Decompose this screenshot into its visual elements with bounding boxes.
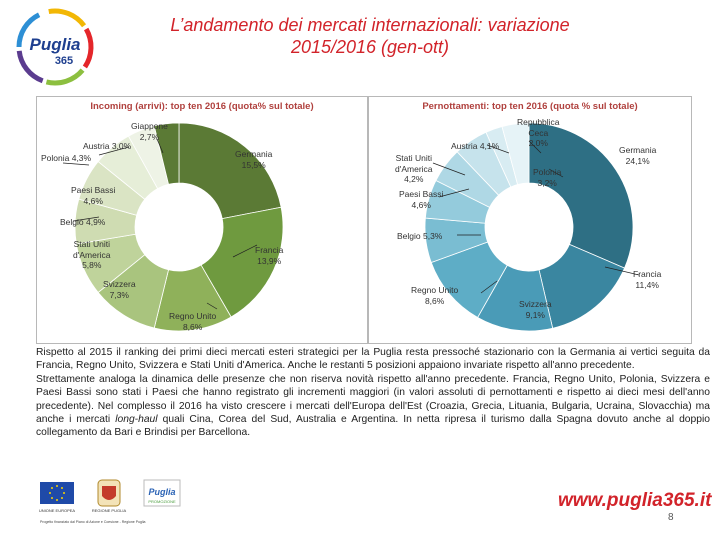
footer-fine-print: Progetto finanziato dal Piano di Azione … xyxy=(40,520,146,524)
slice-germania xyxy=(528,122,634,269)
page-title: L’andamento dei mercati internazionali: … xyxy=(120,14,620,58)
svg-text:REGIONE PUGLIA: REGIONE PUGLIA xyxy=(92,508,127,513)
leader-line xyxy=(98,146,130,156)
label-belgio: Belgio 4,9% xyxy=(60,217,106,227)
leader-line xyxy=(486,144,510,154)
label-stati-uniti: Stati Uniti d'America 5,8% xyxy=(73,239,111,270)
pernottamenti-chart-title: Pernottamenti: top ten 2016 (quota % sul… xyxy=(422,101,638,112)
label-r-paesi-bassi: Paesi Bassi 4,6% xyxy=(399,189,444,210)
label-r-belgio: Belgio 5,3% xyxy=(397,231,443,241)
label-giappone: Giappone 2,7% xyxy=(131,121,168,142)
leader-line xyxy=(548,168,564,178)
title-line-2: 2015/2016 (gen-ott) xyxy=(290,37,450,57)
title-line-1: L’andamento dei mercati internazionali: … xyxy=(170,15,570,35)
logo-text: Puglia xyxy=(29,35,80,54)
label-r-francia: Francia 11,4% xyxy=(633,269,662,290)
label-r-germania: Germania 24,1% xyxy=(619,145,657,166)
slice-giappone xyxy=(153,122,180,185)
leader-line xyxy=(206,302,218,310)
slice-germania xyxy=(178,122,282,220)
leader-line xyxy=(156,138,164,154)
incoming-donut-chart xyxy=(62,122,284,332)
label-austria: Austria 3,0% xyxy=(83,141,132,151)
paragraph-1: Rispetto al 2015 il ranking dei primi di… xyxy=(36,347,710,372)
label-regno-unito: Regno Unito 8,6% xyxy=(169,311,217,332)
label-r-polonia: Polonia 3,2% xyxy=(533,167,562,188)
svg-text:UNIONE EUROPEA: UNIONE EUROPEA xyxy=(39,508,76,513)
leader-line xyxy=(438,188,470,198)
label-r-stati-uniti: Stati Uniti d'America 4,2% xyxy=(395,153,433,184)
label-r-austria: Austria 4,1% xyxy=(451,141,500,151)
paragraph-2: Strettamente analoga la dinamica delle p… xyxy=(36,373,710,439)
puglia365-logo: Puglia 365 xyxy=(16,8,94,86)
label-r-svizzera: Svizzera 9,1% xyxy=(519,299,552,320)
label-r-rep-ceca: Repubblica Ceca 2,0% xyxy=(517,117,560,148)
leader-line xyxy=(480,280,498,294)
logo-number: 365 xyxy=(55,55,73,67)
slice-francia xyxy=(200,206,284,318)
leader-line xyxy=(232,244,258,258)
label-germania: Germania 15,5% xyxy=(235,149,273,170)
leader-line xyxy=(72,216,100,222)
page-number: 8 xyxy=(668,512,674,523)
eu-flag-icon xyxy=(40,482,74,504)
puglia-promozione-logo xyxy=(143,479,181,507)
leader-line xyxy=(528,140,542,154)
label-paesi-bassi: Paesi Bassi 4,6% xyxy=(71,185,116,206)
slice-polonia xyxy=(501,122,530,185)
partner-logos: UNIONE EUROPEA REGIONE PUGLIA Puglia PRO… xyxy=(39,479,181,513)
label-francia: Francia 13,9% xyxy=(255,245,284,266)
leader-line xyxy=(432,162,466,176)
leader-line xyxy=(62,162,90,166)
svg-text:PROMOZIONE: PROMOZIONE xyxy=(148,499,176,504)
incoming-chart-title: Incoming (arrivi): top ten 2016 (quota% … xyxy=(90,101,314,112)
incoming-chart-panel: Incoming (arrivi): top ten 2016 (quota% … xyxy=(36,96,368,344)
body-text: Rispetto al 2015 il ranking dei primi di… xyxy=(36,346,710,440)
leader-line xyxy=(604,266,640,276)
website-link[interactable]: www.puglia365.it xyxy=(558,490,712,511)
label-r-regno-unito: Regno Unito 8,6% xyxy=(411,285,459,306)
pernottamenti-chart-panel: Pernottamenti: top ten 2016 (quota % sul… xyxy=(368,96,692,344)
pernottamenti-donut-chart xyxy=(424,122,640,332)
svg-text:Puglia: Puglia xyxy=(148,487,175,497)
footer-logos: UNIONE EUROPEA REGIONE PUGLIA Puglia PRO… xyxy=(36,478,216,528)
label-svizzera: Svizzera 7,3% xyxy=(103,279,136,300)
label-polonia: Polonia 4,3% xyxy=(41,153,92,163)
